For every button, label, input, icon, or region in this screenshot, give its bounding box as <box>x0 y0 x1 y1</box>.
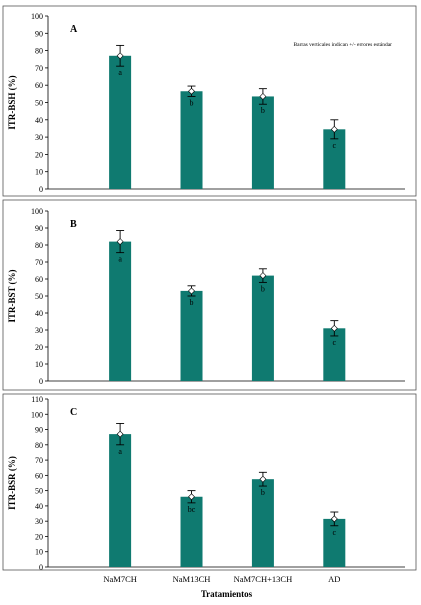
y-tick-label: 60 <box>35 275 43 284</box>
y-tick-label: 0 <box>39 377 43 386</box>
mean-point <box>330 324 338 332</box>
panel-letter: B <box>70 219 77 230</box>
significance-letter: b <box>190 98 194 107</box>
significance-letter: c <box>333 141 337 150</box>
mean-point <box>188 87 195 95</box>
y-axis-title: ITR-BSR (%) <box>7 456 17 510</box>
x-tick-label: NaM7CH <box>103 574 137 584</box>
mean-point <box>330 125 338 133</box>
bar-nam7ch <box>109 241 132 381</box>
bar-nam7ch-13ch <box>251 275 274 381</box>
bar-nam13ch <box>180 290 203 381</box>
chart-panel-a: 0 10 20 30 40 50 60 70 80 90 100 ITR-BSH (%) A Barras… <box>2 5 417 197</box>
y-tick-label: 50 <box>35 292 43 301</box>
mean-point <box>116 238 124 246</box>
significance-letter: c <box>333 338 337 347</box>
y-tick-label: 70 <box>35 456 43 465</box>
bar-ad <box>323 129 346 189</box>
x-tick-label: NaM7CH+13CH <box>234 574 293 584</box>
bar-ad <box>323 518 346 567</box>
y-tick-label: 0 <box>39 563 43 572</box>
y-axis-title: ITR-BST (%) <box>7 269 17 322</box>
panel-frame <box>2 393 417 571</box>
y-tick-label: 10 <box>35 360 43 369</box>
significance-letter: a <box>118 68 122 77</box>
y-tick-label: 10 <box>35 168 43 177</box>
significance-letter: a <box>118 447 122 456</box>
mean-point <box>188 287 195 295</box>
y-axis-title: ITR-BSH (%) <box>7 75 17 129</box>
mean-point <box>188 493 195 501</box>
significance-letter: bc <box>188 505 196 514</box>
y-tick-label: 40 <box>35 502 43 511</box>
y-tick-label: 80 <box>35 441 43 450</box>
chart-panel-b: 0 10 20 30 40 50 60 70 80 90 100 ITR-BST (%) Ba b b c <box>2 199 417 391</box>
x-tick-label: AD <box>328 574 340 584</box>
significance-letter: b <box>261 284 265 293</box>
x-tick-label: NaM13CH <box>173 574 211 584</box>
y-tick-label: 20 <box>35 343 43 352</box>
significance-letter: b <box>261 488 265 497</box>
bar-nam7ch <box>109 434 132 567</box>
y-tick-label: 20 <box>35 150 43 159</box>
mean-point <box>116 52 124 60</box>
x-axis-title: Tratamientos <box>201 589 253 599</box>
mean-point <box>330 515 338 523</box>
y-tick-label: 100 <box>31 410 43 419</box>
y-tick-label: 30 <box>35 133 43 142</box>
y-tick-label: 90 <box>35 224 43 233</box>
bar-nam13ch <box>180 91 203 189</box>
mean-point <box>259 475 267 483</box>
bar-nam7ch <box>109 55 132 189</box>
significance-letter: c <box>333 528 337 537</box>
y-tick-label: 0 <box>39 185 43 194</box>
y-tick-label: 80 <box>35 47 43 56</box>
y-tick-label: 90 <box>35 29 43 38</box>
bar-ad <box>323 328 346 381</box>
y-tick-label: 100 <box>31 12 43 21</box>
mean-point <box>259 93 267 100</box>
y-tick-label: 30 <box>35 517 43 526</box>
mean-point <box>259 272 267 280</box>
y-tick-label: 50 <box>35 487 43 496</box>
y-tick-label: 110 <box>31 395 43 404</box>
y-tick-label: 70 <box>35 64 43 73</box>
panel-letter: A <box>70 24 78 35</box>
significance-letter: a <box>118 255 122 264</box>
y-tick-label: 50 <box>35 99 43 108</box>
bar-nam7ch-13ch <box>251 96 274 189</box>
y-tick-label: 30 <box>35 326 43 335</box>
panel-frame <box>2 5 417 197</box>
y-tick-label: 10 <box>35 548 43 557</box>
y-tick-label: 70 <box>35 258 43 267</box>
y-tick-label: 90 <box>35 426 43 435</box>
y-tick-label: 60 <box>35 471 43 480</box>
panel-letter: C <box>70 407 77 418</box>
bar-nam7ch-13ch <box>251 479 274 567</box>
y-tick-label: 40 <box>35 116 43 125</box>
significance-letter: b <box>261 106 265 115</box>
y-tick-label: 60 <box>35 81 43 90</box>
panel-frame <box>2 199 417 391</box>
bar-nam13ch <box>180 496 203 567</box>
y-tick-label: 40 <box>35 309 43 318</box>
error-bar-note: Barras verticales indican +/- errores es… <box>293 42 392 48</box>
mean-point <box>116 430 124 438</box>
y-tick-label: 100 <box>31 207 43 216</box>
significance-letter: b <box>190 298 194 307</box>
y-tick-label: 80 <box>35 241 43 250</box>
y-tick-label: 20 <box>35 532 43 541</box>
